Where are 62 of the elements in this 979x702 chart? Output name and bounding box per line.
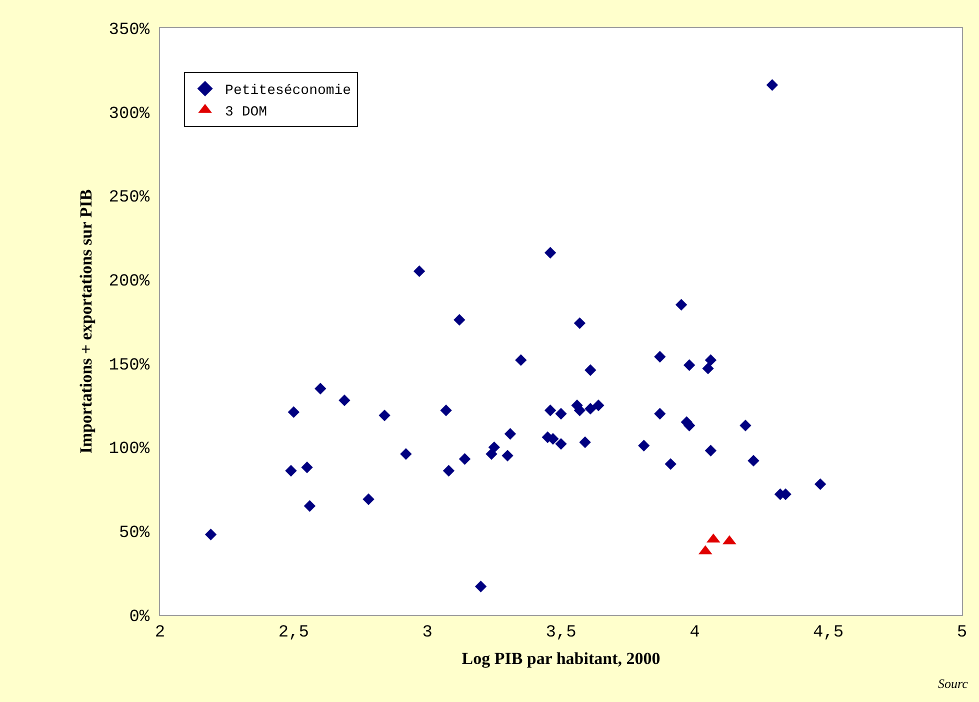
y-tick-label: 300% [108, 104, 150, 124]
y-tick-label: 350% [108, 20, 150, 40]
y-tick-label: 250% [108, 188, 150, 208]
point [474, 580, 487, 592]
y-tick-label: 200% [108, 272, 150, 292]
point [592, 400, 604, 412]
point [400, 448, 412, 460]
point [314, 382, 326, 394]
point [288, 406, 300, 418]
point [544, 404, 556, 416]
point [488, 441, 500, 454]
point [555, 438, 567, 450]
point [704, 444, 717, 456]
point [654, 350, 666, 363]
x-tick-label: 4 [690, 623, 700, 642]
x-tick-label: 3,5 [546, 623, 576, 642]
point [544, 246, 556, 259]
point [654, 408, 666, 420]
legend-label: Petiteséconomie [225, 83, 352, 100]
point [584, 364, 596, 376]
point [675, 298, 688, 311]
point [814, 478, 826, 490]
point [454, 314, 466, 326]
point [584, 402, 596, 415]
x-tick-label: 5 [956, 623, 968, 642]
y-tick-label: 100% [108, 440, 150, 460]
x-tick-label: 2 [154, 623, 166, 642]
point [413, 265, 426, 278]
point [579, 436, 591, 448]
point [555, 408, 567, 420]
point [515, 354, 527, 366]
point [442, 464, 455, 477]
point [638, 440, 650, 452]
point [362, 493, 374, 506]
y-tick-label: 50% [118, 524, 150, 544]
point [285, 464, 297, 477]
point [574, 317, 586, 330]
point [504, 428, 516, 440]
point [440, 404, 452, 416]
point [664, 458, 676, 470]
x-tick-label: 4,5 [813, 623, 844, 642]
x-tick-label: 3 [422, 623, 432, 642]
point [338, 394, 350, 406]
legend-label: 3 DOM [225, 104, 268, 120]
x-tick-label: 2,5 [278, 623, 309, 642]
x-axis-title: Log PIB par habitant, 2000 [462, 648, 660, 668]
point [301, 462, 313, 474]
y-tick-label: 150% [108, 356, 150, 376]
point [702, 362, 714, 374]
point [683, 359, 696, 371]
y-tick-label: 0% [129, 608, 150, 627]
point [748, 454, 760, 467]
y-axis-title: Importations + exportations sur PIB [76, 189, 96, 454]
text: Sourc [938, 676, 968, 691]
point [502, 450, 514, 462]
point [766, 79, 778, 91]
point [204, 528, 217, 540]
point [458, 453, 471, 465]
point [304, 500, 316, 512]
point [378, 410, 390, 422]
point [704, 354, 717, 366]
point [740, 420, 752, 432]
